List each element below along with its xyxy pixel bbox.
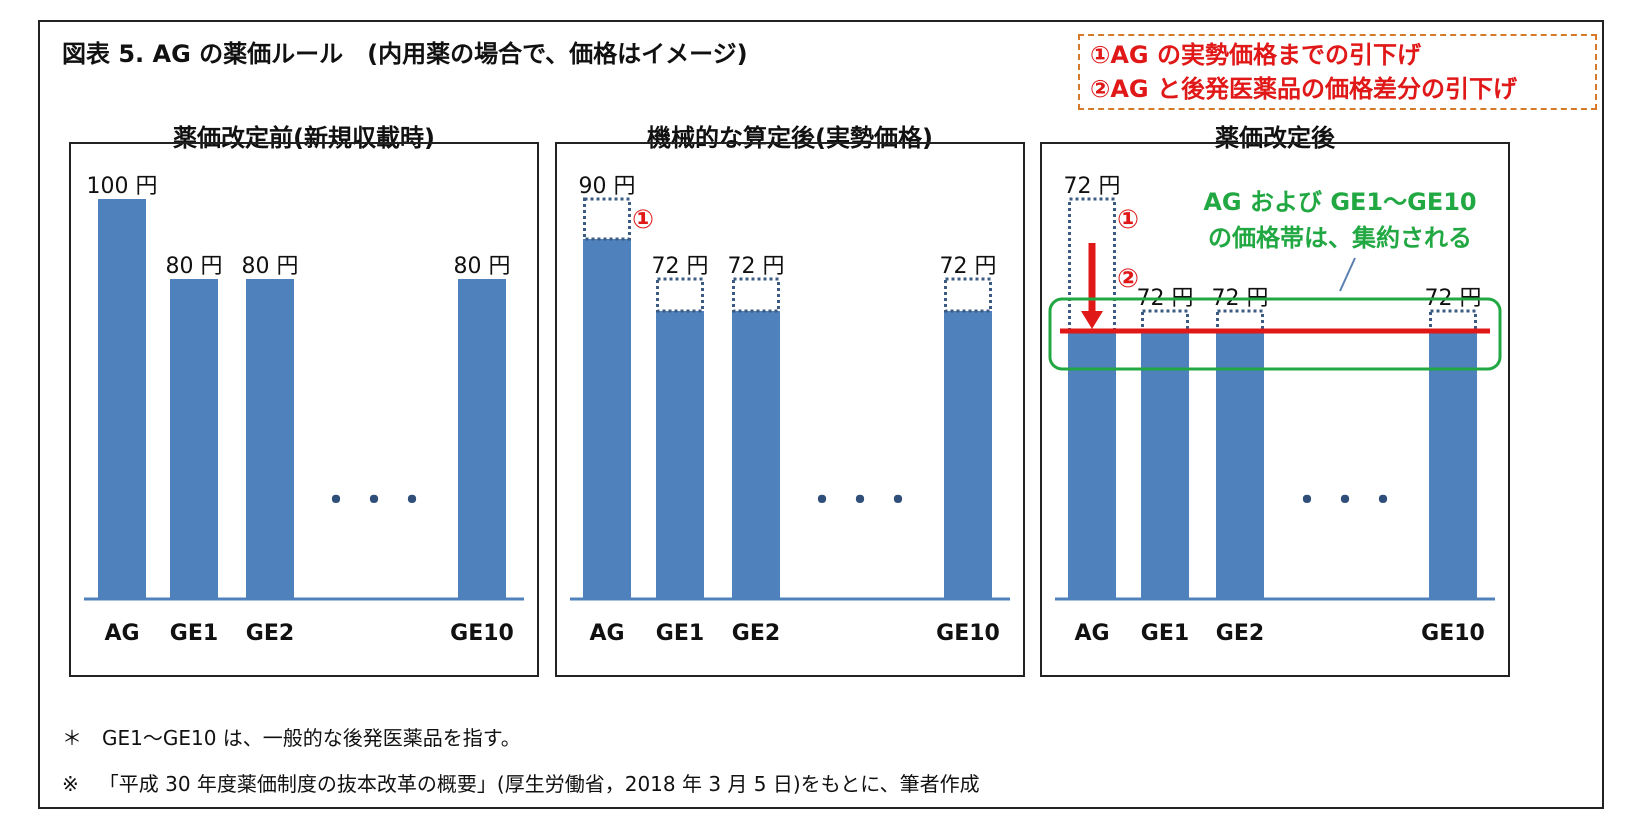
panel-box-3 <box>1040 142 1510 677</box>
reduction-arrow-head <box>1081 311 1103 329</box>
marker-1-panel-3: ① <box>1117 205 1139 235</box>
legend-box: ①AG の実勢価格までの引下げ ②AG と後発医薬品の価格差分の引下げ <box>1078 34 1597 110</box>
note-2-mark: ※ <box>62 772 79 796</box>
value-label-1-ge10: 80 円 <box>454 254 511 279</box>
band-annotation-line-2: の価格帯は、集約される <box>1208 224 1472 252</box>
category-label-2-ge10: GE10 <box>936 621 1000 646</box>
bar-2-ge10 <box>944 311 992 599</box>
value-label-2-ge1: 72 円 <box>652 254 709 279</box>
bar-1-ge2 <box>246 279 294 599</box>
note-1: ＊ GE1～GE10 は、一般的な後発医薬品を指す。 <box>62 715 1000 761</box>
panel-title-2: 機械的な算定後(実勢価格) <box>647 124 933 152</box>
annotation-pointer <box>1339 257 1356 292</box>
panel-2-ellipsis: ・・・ <box>805 481 919 521</box>
category-label-1-ge10: GE10 <box>450 621 514 646</box>
bar-1-ag <box>98 199 146 599</box>
panel-3-ellipsis: ・・・ <box>1290 481 1404 521</box>
bar-3-ge10 <box>1429 331 1477 599</box>
note-1-mark: ＊ <box>62 726 82 750</box>
value-label-2-ge10: 72 円 <box>940 254 997 279</box>
value-label-1-ge1: 80 円 <box>166 254 223 279</box>
category-label-3-ge2: GE2 <box>1216 621 1264 646</box>
note-2: ※ 「平成 30 年度薬価制度の抜本改革の概要」(厚生労働省，2018 年 3 月… <box>62 761 1000 807</box>
bar-2-ge2 <box>732 311 780 599</box>
bar-1-ge10 <box>458 279 506 599</box>
marker-1-panel-2: ① <box>632 205 654 235</box>
panel-title-3: 薬価改定後 <box>1215 124 1335 152</box>
notes: ＊ GE1～GE10 は、一般的な後発医薬品を指す。 ※ 「平成 30 年度薬価制度… <box>62 715 1000 807</box>
panel-title-1: 薬価改定前(新規収載時) <box>173 124 435 152</box>
previous-price-box-2-ge1 <box>656 277 704 313</box>
note-2-text: 「平成 30 年度薬価制度の抜本改革の概要」(厚生労働省，2018 年 3 月 … <box>98 772 980 796</box>
figure-title: 図表 5. AG の薬価ルール (内用薬の場合で、価格はイメージ) <box>62 40 748 68</box>
marker-2-panel-3: ② <box>1117 264 1139 294</box>
category-label-1-ag: AG <box>104 621 139 646</box>
previous-price-box-3-ge1 <box>1141 309 1189 333</box>
category-label-2-ag: AG <box>589 621 624 646</box>
category-label-2-ge1: GE1 <box>656 621 704 646</box>
category-label-2-ge2: GE2 <box>732 621 780 646</box>
legend-item-1: ①AG の実勢価格までの引下げ <box>1090 41 1421 69</box>
previous-price-box-2-ge10 <box>944 277 992 313</box>
category-label-1-ge1: GE1 <box>170 621 218 646</box>
bar-3-ge2 <box>1216 331 1264 599</box>
bar-1-ge1 <box>170 279 218 599</box>
category-label-3-ag: AG <box>1074 621 1109 646</box>
value-label-2-ag: 90 円 <box>579 174 636 199</box>
category-label-3-ge1: GE1 <box>1141 621 1189 646</box>
previous-price-box-3-ge10 <box>1429 309 1477 333</box>
bar-3-ge1 <box>1141 331 1189 599</box>
panel-box-2 <box>555 142 1025 677</box>
panel-box-1 <box>69 142 539 677</box>
value-label-2-ge2: 72 円 <box>728 254 785 279</box>
legend-item-2: ②AG と後発医薬品の価格差分の引下げ <box>1090 75 1517 103</box>
value-label-1-ag: 100 円 <box>87 174 158 199</box>
panel-1-ellipsis: ・・・ <box>319 481 433 521</box>
bar-2-ag <box>583 239 631 599</box>
price-band-box <box>1048 297 1502 371</box>
bar-3-ag <box>1068 331 1116 599</box>
value-label-1-ge2: 80 円 <box>242 254 299 279</box>
previous-price-box-3-ge2 <box>1216 309 1264 333</box>
category-label-1-ge2: GE2 <box>246 621 294 646</box>
band-annotation-line-1: AG および GE1～GE10 <box>1203 188 1476 216</box>
bar-2-ge1 <box>656 311 704 599</box>
previous-price-box-2-ge2 <box>732 277 780 313</box>
value-label-3-ag: 72 円 <box>1064 174 1121 199</box>
previous-price-box-2-ag <box>583 197 631 241</box>
figure-frame <box>38 20 1604 809</box>
note-1-text: GE1～GE10 は、一般的な後発医薬品を指す。 <box>102 726 521 750</box>
category-label-3-ge10: GE10 <box>1421 621 1485 646</box>
